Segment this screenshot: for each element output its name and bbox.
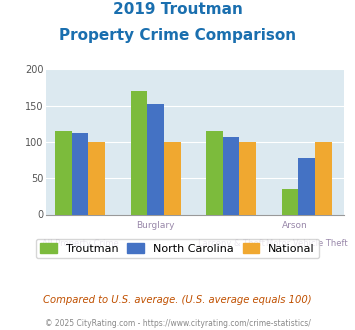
Bar	[147, 104, 164, 214]
Text: Burglary: Burglary	[136, 221, 175, 230]
Text: All Property Crime: All Property Crime	[42, 239, 119, 248]
Text: Arson: Arson	[283, 221, 308, 230]
Bar	[131, 91, 147, 214]
Text: Larceny & Theft: Larceny & Theft	[198, 239, 264, 248]
Legend: Troutman, North Carolina, National: Troutman, North Carolina, National	[36, 239, 319, 258]
Bar	[88, 142, 105, 214]
Text: Property Crime Comparison: Property Crime Comparison	[59, 28, 296, 43]
Bar	[72, 133, 88, 214]
Text: © 2025 CityRating.com - https://www.cityrating.com/crime-statistics/: © 2025 CityRating.com - https://www.city…	[45, 319, 310, 328]
Bar	[282, 189, 298, 214]
Bar	[164, 142, 181, 214]
Bar	[315, 142, 332, 214]
Text: Compared to U.S. average. (U.S. average equals 100): Compared to U.S. average. (U.S. average …	[43, 295, 312, 305]
Text: 2019 Troutman: 2019 Troutman	[113, 2, 242, 16]
Bar	[55, 131, 72, 214]
Bar	[298, 158, 315, 214]
Bar	[206, 131, 223, 214]
Bar	[239, 142, 256, 214]
Text: Motor Vehicle Theft: Motor Vehicle Theft	[266, 239, 348, 248]
Bar	[223, 137, 239, 214]
